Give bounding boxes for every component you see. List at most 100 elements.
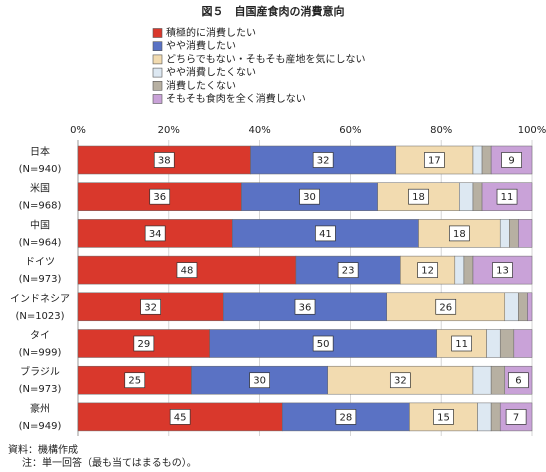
data-label: 32 bbox=[394, 376, 407, 387]
data-label: 17 bbox=[428, 156, 441, 167]
data-label-box bbox=[124, 372, 146, 389]
legend-label: 積極的に消費したい bbox=[166, 26, 256, 39]
data-label-box bbox=[169, 409, 191, 425]
x-tick-label: 60% bbox=[339, 125, 361, 136]
data-label-box bbox=[140, 298, 161, 315]
data-label-box bbox=[312, 335, 334, 352]
data-label: 12 bbox=[421, 266, 434, 277]
legend-label: やや消費したくない bbox=[166, 66, 256, 79]
data-label: 11 bbox=[501, 192, 514, 203]
y-tick-note: (N=949) bbox=[19, 421, 62, 432]
data-label: 18 bbox=[412, 192, 425, 203]
y-tick-note: (N=964) bbox=[19, 237, 62, 248]
data-label-box bbox=[501, 152, 522, 168]
data-label: 9 bbox=[508, 156, 514, 167]
y-tick-label: ブラジル bbox=[20, 365, 60, 378]
data-label-box bbox=[408, 188, 429, 205]
data-label-box bbox=[315, 225, 336, 242]
data-label-box bbox=[496, 188, 518, 205]
data-label: 28 bbox=[339, 412, 352, 423]
data-label-box bbox=[449, 225, 470, 242]
data-label: 25 bbox=[128, 376, 141, 387]
y-tick-label: 日本 bbox=[30, 145, 50, 158]
data-label-box bbox=[433, 409, 454, 425]
data-label: 30 bbox=[253, 376, 266, 387]
data-label-box bbox=[492, 262, 513, 278]
data-label-box bbox=[294, 298, 316, 315]
y-tick-note: (N=940) bbox=[19, 164, 62, 175]
x-tick-label: 100% bbox=[518, 125, 546, 136]
legend-swatch bbox=[152, 28, 163, 38]
legend-label: そもそも食肉を全く消費しない bbox=[166, 92, 306, 105]
data-label: 50 bbox=[317, 339, 330, 350]
data-label-box bbox=[149, 188, 171, 205]
bar-segment bbox=[472, 182, 483, 211]
bar-segment bbox=[504, 292, 519, 322]
bar-segment bbox=[454, 255, 465, 285]
data-label-box bbox=[417, 262, 438, 278]
y-tick-note: (N=973) bbox=[19, 274, 62, 285]
legend-label: どちらでもない・そもそも産地を気にしない bbox=[166, 52, 366, 65]
x-tick-label: 80% bbox=[430, 125, 452, 136]
y-tick-label: ドイツ bbox=[25, 257, 55, 268]
data-label: 11 bbox=[455, 339, 468, 350]
data-label-box bbox=[144, 225, 166, 242]
data-label: 41 bbox=[319, 229, 332, 240]
x-tick-label: 0% bbox=[70, 125, 86, 136]
data-label-box bbox=[312, 152, 334, 168]
data-label-box bbox=[133, 335, 155, 352]
data-label: 13 bbox=[496, 266, 509, 277]
data-label: 7 bbox=[513, 412, 519, 423]
legend-swatch bbox=[152, 41, 163, 52]
data-label: 6 bbox=[515, 376, 521, 387]
bar-segment bbox=[477, 402, 492, 432]
bar-segment bbox=[463, 255, 474, 285]
bar-segment bbox=[499, 219, 510, 248]
bar-segment bbox=[490, 365, 506, 395]
bar-segment bbox=[472, 145, 483, 175]
data-label-box bbox=[299, 188, 320, 205]
data-label-box bbox=[451, 335, 472, 352]
y-tick-note: (N=1023) bbox=[15, 311, 64, 322]
bar-segment bbox=[518, 292, 528, 322]
data-label-box bbox=[424, 152, 445, 168]
data-label: 30 bbox=[303, 192, 316, 203]
y-tick-note: (N=973) bbox=[19, 384, 62, 395]
data-label: 26 bbox=[439, 302, 452, 313]
bar-segment bbox=[459, 182, 474, 211]
data-label-box bbox=[153, 152, 175, 168]
data-label: 36 bbox=[153, 192, 166, 203]
y-tick-label: 中国 bbox=[30, 218, 50, 231]
legend-swatch bbox=[152, 81, 163, 91]
data-label: 18 bbox=[453, 229, 466, 240]
data-label: 32 bbox=[144, 302, 157, 313]
bar-segment bbox=[527, 292, 533, 322]
data-label: 15 bbox=[437, 412, 450, 423]
data-label-box bbox=[435, 298, 457, 315]
y-tick-label: 豪州 bbox=[30, 402, 50, 415]
y-tick-label: 米国 bbox=[30, 182, 50, 195]
data-label-box bbox=[335, 409, 357, 425]
data-label: 32 bbox=[317, 156, 330, 167]
y-tick-note: (N=968) bbox=[19, 201, 62, 212]
data-label: 29 bbox=[137, 339, 150, 350]
legend-label: 消費したくない bbox=[166, 79, 236, 92]
legend-swatch bbox=[152, 94, 163, 104]
data-label: 38 bbox=[158, 156, 171, 167]
bar-segment bbox=[481, 145, 492, 175]
legend-swatch bbox=[152, 67, 163, 78]
bar-segment bbox=[490, 402, 501, 432]
x-tick-label: 20% bbox=[158, 125, 180, 136]
y-tick-label: タイ bbox=[30, 330, 50, 342]
data-label-box bbox=[176, 262, 198, 278]
data-label-box bbox=[389, 372, 411, 389]
bar-segment bbox=[513, 329, 533, 358]
legend-label: やや消費したい bbox=[166, 39, 236, 52]
data-label-box bbox=[505, 409, 527, 425]
footnote: 注：単一回答（最も当てはまるもの）。 bbox=[22, 456, 197, 469]
bar-segment bbox=[499, 329, 515, 358]
source-note: 資料：機構作成 bbox=[8, 443, 78, 456]
bar-segment bbox=[509, 219, 519, 248]
data-label-box bbox=[508, 372, 529, 389]
